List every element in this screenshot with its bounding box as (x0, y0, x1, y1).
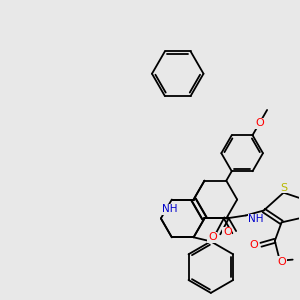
Text: O: O (255, 118, 264, 128)
Text: O: O (250, 240, 258, 250)
Text: O: O (208, 232, 217, 242)
Text: S: S (280, 183, 287, 193)
Text: NH: NH (248, 214, 264, 224)
Text: O: O (278, 256, 286, 267)
Text: NH: NH (162, 204, 178, 214)
Text: O: O (223, 227, 232, 237)
